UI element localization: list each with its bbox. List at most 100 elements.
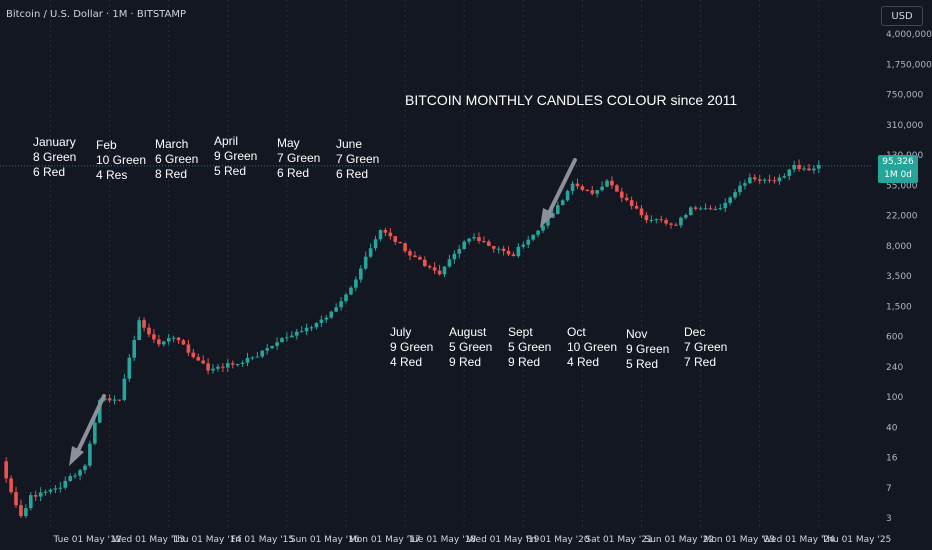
month-stat-nov: Nov 9 Green 5 Red bbox=[626, 327, 669, 372]
month-stat-name: May bbox=[277, 136, 300, 150]
candle-red bbox=[669, 223, 673, 225]
candle-green bbox=[733, 192, 737, 198]
candle-green bbox=[97, 400, 102, 423]
month-stat-green: 10 Green bbox=[567, 340, 618, 354]
candle-green bbox=[684, 215, 688, 218]
month-stat-name: August bbox=[449, 325, 487, 339]
candle-green bbox=[171, 337, 176, 339]
candle-green bbox=[526, 239, 531, 245]
candle-red bbox=[14, 492, 18, 506]
candle-green bbox=[250, 357, 255, 359]
x-tick-label: Mon 01 May '23 bbox=[704, 535, 776, 545]
candle-red bbox=[757, 179, 762, 181]
month-stat-green: 10 Green bbox=[96, 153, 147, 167]
candle-red bbox=[33, 495, 38, 497]
month-stat-green: 9 Green bbox=[390, 340, 434, 354]
y-tick-label: 1,750,000 bbox=[886, 60, 932, 70]
month-stat-green: 6 Green bbox=[155, 152, 199, 166]
candle-red bbox=[615, 185, 619, 192]
month-stat-june: June 7 Green 6 Red bbox=[336, 137, 379, 182]
annotation-arrow-shaft bbox=[75, 394, 106, 455]
symbol-header: Bitcoin / U.S. Dollar · 1M · BITSTAMP bbox=[6, 9, 186, 20]
candle-green bbox=[83, 465, 87, 471]
candle-green bbox=[309, 327, 314, 329]
candle-green bbox=[373, 239, 378, 249]
candle-green bbox=[688, 207, 693, 216]
candle-green bbox=[762, 179, 767, 181]
y-tick-label: 8,000 bbox=[886, 242, 912, 252]
x-tick-label: Wed 01 May '24 bbox=[763, 535, 835, 545]
candle-red bbox=[752, 177, 757, 180]
candle-green bbox=[211, 368, 215, 371]
candle-red bbox=[644, 215, 649, 221]
candle-green bbox=[161, 341, 166, 345]
y-tick-label: 310,000 bbox=[886, 121, 923, 131]
candle-green bbox=[334, 307, 338, 312]
candle-green bbox=[600, 186, 604, 191]
candle-red bbox=[388, 232, 393, 237]
x-tick-label: Wed 01 May '13 bbox=[113, 535, 185, 545]
candle-red bbox=[201, 360, 205, 364]
candle-green bbox=[280, 338, 284, 343]
candle-green bbox=[245, 357, 250, 363]
candle-green bbox=[782, 176, 787, 178]
y-tick-label: 240 bbox=[886, 363, 903, 373]
candle-red bbox=[181, 340, 186, 345]
candle-green bbox=[728, 197, 732, 203]
month-stat-name: January bbox=[33, 135, 76, 149]
candle-green bbox=[43, 491, 48, 493]
x-tick-label: Fri 01 May '20 bbox=[526, 535, 590, 545]
candle-green bbox=[226, 363, 230, 368]
candle-red bbox=[398, 241, 402, 244]
candle-green bbox=[649, 219, 654, 221]
candle-green bbox=[368, 248, 373, 257]
candle-green bbox=[235, 364, 240, 366]
y-tick-label: 4,000,000 bbox=[886, 30, 932, 40]
annotation-arrow-head bbox=[540, 208, 555, 228]
candle-red bbox=[487, 241, 491, 246]
y-tick-label: 1,500 bbox=[886, 302, 912, 312]
candle-red bbox=[427, 266, 432, 268]
candle-green bbox=[137, 320, 141, 341]
month-stat-name: Nov bbox=[626, 327, 648, 341]
currency-button[interactable]: USD bbox=[881, 6, 923, 26]
month-stat-name: July bbox=[390, 325, 412, 339]
candle-green bbox=[560, 200, 565, 206]
candle-green bbox=[304, 327, 309, 332]
candle-red bbox=[659, 219, 663, 221]
candle-red bbox=[437, 270, 442, 275]
candle-green bbox=[329, 311, 334, 318]
candle-red bbox=[19, 505, 23, 517]
candle-red bbox=[206, 363, 210, 371]
candle-green bbox=[339, 301, 343, 308]
month-stat-red: 6 Red bbox=[33, 165, 66, 179]
candle-green bbox=[270, 345, 274, 349]
candle-green bbox=[294, 331, 299, 336]
candle-green bbox=[462, 241, 466, 250]
candle-green bbox=[363, 256, 368, 269]
candle-green bbox=[743, 183, 747, 186]
candle-green bbox=[447, 259, 452, 267]
y-tick-label: 600 bbox=[886, 333, 903, 343]
annotation-arrow-head bbox=[69, 446, 84, 466]
candle-green bbox=[698, 208, 703, 210]
candle-green bbox=[290, 335, 294, 338]
candle-green bbox=[265, 348, 269, 351]
candle-green bbox=[63, 480, 68, 488]
x-tick-label: Wed 01 May '19 bbox=[467, 535, 539, 545]
y-tick-label: 3,500 bbox=[886, 272, 912, 282]
candle-green bbox=[102, 398, 107, 401]
candle-green bbox=[546, 217, 550, 226]
candle-red bbox=[767, 179, 772, 181]
candle-green bbox=[555, 205, 560, 214]
candle-green bbox=[358, 268, 363, 280]
candle-green bbox=[349, 287, 353, 295]
candle-red bbox=[152, 334, 156, 340]
candle-green bbox=[38, 492, 43, 497]
candle-red bbox=[585, 189, 590, 191]
candle-green bbox=[319, 319, 324, 324]
candle-red bbox=[221, 366, 225, 368]
candle-green bbox=[53, 488, 58, 490]
month-stat-name: Feb bbox=[96, 138, 117, 152]
